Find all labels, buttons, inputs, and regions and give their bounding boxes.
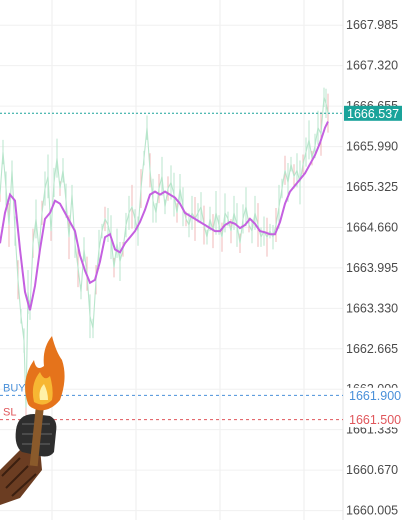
- y-axis: 1667.9851667.3201666.6551665.9901665.325…: [346, 18, 398, 517]
- svg-text:1661.500: 1661.500: [349, 413, 401, 427]
- y-tick-label: 1665.990: [346, 140, 398, 154]
- buy-level-label: BUY: [3, 382, 26, 394]
- stop-loss-label: SL: [3, 407, 16, 419]
- torch-hand-icon: [0, 336, 65, 505]
- y-tick-label: 1660.670: [346, 463, 398, 477]
- horizontal-grid: [0, 24, 343, 512]
- sl-price-tag: 1661.500: [345, 412, 402, 428]
- moving-average-line: [0, 121, 329, 311]
- vertical-grid: [51, 0, 305, 520]
- y-tick-label: 1662.665: [346, 342, 398, 356]
- svg-text:1666.537: 1666.537: [347, 107, 399, 121]
- y-tick-label: 1663.995: [346, 261, 398, 275]
- y-tick-label: 1667.320: [346, 59, 398, 73]
- y-tick-label: 1663.330: [346, 301, 398, 315]
- current-price-tag: 1666.537: [344, 105, 402, 121]
- buy-price-tag: 1661.900: [345, 387, 402, 403]
- svg-text:1661.900: 1661.900: [349, 389, 401, 403]
- y-tick-label: 1667.985: [346, 18, 398, 32]
- y-tick-label: 1665.325: [346, 180, 398, 194]
- y-tick-label: 1664.660: [346, 220, 398, 234]
- y-tick-label: 1660.005: [346, 504, 398, 518]
